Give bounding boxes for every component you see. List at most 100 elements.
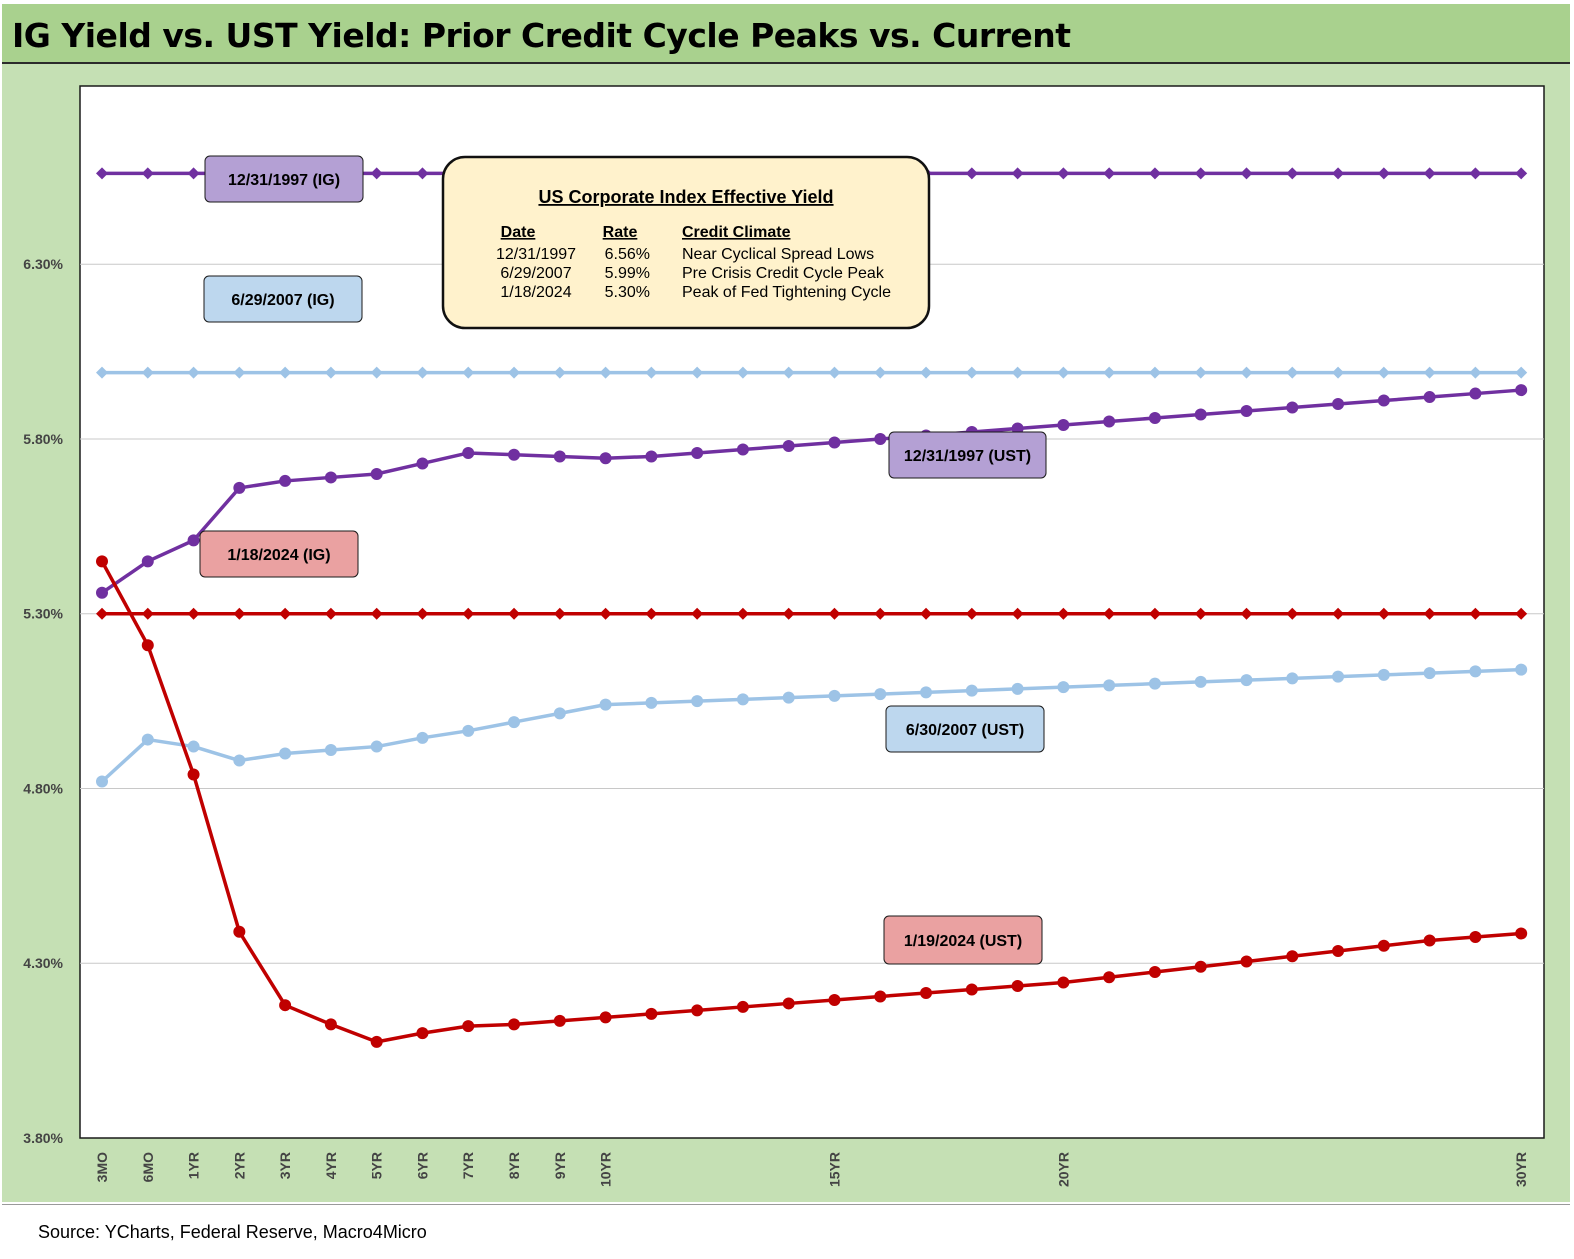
data-point [736, 443, 749, 456]
data-point [279, 474, 292, 487]
data-point [1332, 945, 1345, 958]
data-point [645, 696, 658, 709]
data-point [508, 1018, 521, 1031]
data-point [141, 733, 154, 746]
data-point [233, 481, 246, 494]
data-point [141, 607, 154, 620]
series-label: 6/29/2007 (IG) [231, 292, 334, 309]
data-point [965, 607, 978, 620]
data-point [1240, 674, 1253, 687]
data-point [279, 607, 292, 620]
x-tick-label: 3YR [277, 1152, 293, 1179]
series-label-box [204, 155, 364, 203]
data-point [1057, 976, 1070, 989]
data-point [1011, 979, 1024, 992]
data-point [1515, 927, 1528, 940]
data-point [1377, 668, 1390, 681]
x-tick-label: 20YR [1055, 1152, 1071, 1187]
data-point [1469, 607, 1482, 620]
series-label-box [199, 530, 359, 578]
info-box-cell: Near Cyclical Spread Lows [682, 246, 874, 263]
data-point [782, 997, 795, 1010]
data-point [782, 366, 795, 379]
x-tick-label: 6MO [140, 1152, 156, 1182]
info-box-header: Credit Climate [682, 224, 791, 241]
data-point [828, 689, 841, 702]
data-point [1240, 405, 1253, 418]
chart-title: IG Yield vs. UST Yield: Prior Credit Cyc… [12, 16, 1071, 55]
series-label: 1/19/2024 (UST) [904, 933, 1022, 950]
data-point [462, 446, 475, 459]
data-point [370, 740, 383, 753]
data-point [965, 366, 978, 379]
data-point [1240, 607, 1253, 620]
series-line [100, 667, 1522, 783]
data-point [553, 450, 566, 463]
data-point [1286, 366, 1299, 379]
chart-area: 3.80% 4.30% 4.80% 5.30% 5.80% 6.30% 3MO 6MO 1YR 2… [2, 64, 1570, 1202]
x-tick-label: 30YR [1513, 1152, 1529, 1187]
y-tick-label: 5.30% [23, 606, 63, 622]
data-point [920, 686, 933, 699]
data-point [416, 1027, 429, 1040]
data-point [508, 716, 521, 729]
x-tick-label: 3MO [94, 1152, 110, 1182]
data-point [553, 607, 566, 620]
x-tick-label: 9YR [552, 1152, 568, 1179]
data-point [1332, 670, 1345, 683]
data-point [691, 1004, 704, 1017]
data-point [233, 366, 246, 379]
data-point [965, 684, 978, 697]
data-point [1286, 167, 1299, 180]
y-tick-label: 4.30% [23, 955, 63, 971]
data-point [1103, 366, 1116, 379]
info-box-cell: 1/18/2024 [500, 284, 571, 301]
data-point [1194, 675, 1207, 688]
data-point [599, 698, 612, 711]
data-point [828, 607, 841, 620]
series-label-box [885, 705, 1045, 753]
data-point [233, 607, 246, 620]
x-tick-label: 1YR [186, 1152, 202, 1179]
data-point [874, 607, 887, 620]
data-point [1286, 672, 1299, 685]
data-point [782, 439, 795, 452]
data-point [279, 747, 292, 760]
data-point [874, 432, 887, 445]
data-point [965, 983, 978, 996]
source-bar: Source: YCharts, Federal Reserve, Macro4… [2, 1204, 1570, 1259]
data-point [1332, 398, 1345, 411]
series-label: 12/31/1997 (UST) [904, 448, 1031, 465]
data-point [1515, 384, 1528, 397]
data-point [691, 607, 704, 620]
data-point [324, 607, 337, 620]
data-point [599, 607, 612, 620]
data-point [1515, 663, 1528, 676]
data-point [187, 366, 200, 379]
data-point [553, 366, 566, 379]
data-point [1286, 607, 1299, 620]
info-box-cell: 5.99% [605, 265, 650, 282]
data-point [187, 768, 200, 781]
data-point [187, 167, 200, 180]
data-point [1011, 366, 1024, 379]
data-point [141, 167, 154, 180]
data-point [1011, 682, 1024, 695]
data-point [645, 450, 658, 463]
data-point [96, 555, 108, 568]
data-point [920, 986, 933, 999]
data-point [1469, 665, 1482, 678]
data-point [1057, 419, 1070, 432]
data-point [1515, 167, 1528, 180]
data-point [874, 688, 887, 701]
data-point [1332, 167, 1345, 180]
data-point [1469, 167, 1482, 180]
data-point [1332, 607, 1345, 620]
data-point [828, 993, 841, 1006]
data-point [370, 366, 383, 379]
info-box-header: Rate [603, 224, 638, 241]
data-point [1515, 607, 1528, 620]
y-tick-label: 3.80% [23, 1130, 63, 1146]
data-point [645, 607, 658, 620]
x-tick-label: 2YR [231, 1152, 247, 1179]
